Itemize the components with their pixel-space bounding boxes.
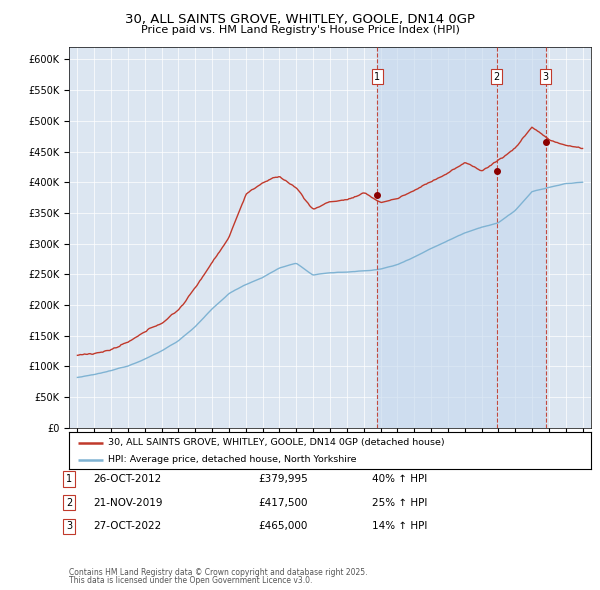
Text: 40% ↑ HPI: 40% ↑ HPI [372,474,427,484]
Text: Contains HM Land Registry data © Crown copyright and database right 2025.: Contains HM Land Registry data © Crown c… [69,568,367,577]
Bar [377,47,546,428]
Text: 26-OCT-2012: 26-OCT-2012 [93,474,161,484]
Text: 14% ↑ HPI: 14% ↑ HPI [372,522,427,531]
Text: £465,000: £465,000 [258,522,307,531]
Text: 3: 3 [543,71,549,81]
Text: 3: 3 [66,522,72,531]
Text: 30, ALL SAINTS GROVE, WHITLEY, GOOLE, DN14 0GP (detached house): 30, ALL SAINTS GROVE, WHITLEY, GOOLE, DN… [108,438,445,447]
Text: Price paid vs. HM Land Registry's House Price Index (HPI): Price paid vs. HM Land Registry's House … [140,25,460,35]
Text: This data is licensed under the Open Government Licence v3.0.: This data is licensed under the Open Gov… [69,576,313,585]
Text: 27-OCT-2022: 27-OCT-2022 [93,522,161,531]
Text: 30, ALL SAINTS GROVE, WHITLEY, GOOLE, DN14 0GP: 30, ALL SAINTS GROVE, WHITLEY, GOOLE, DN… [125,13,475,26]
Text: 2: 2 [66,498,72,507]
Text: 2: 2 [493,71,500,81]
Text: 1: 1 [66,474,72,484]
Text: HPI: Average price, detached house, North Yorkshire: HPI: Average price, detached house, Nort… [108,455,356,464]
Text: 21-NOV-2019: 21-NOV-2019 [93,498,163,507]
Text: 1: 1 [374,71,380,81]
Text: £417,500: £417,500 [258,498,308,507]
Text: £379,995: £379,995 [258,474,308,484]
Text: 25% ↑ HPI: 25% ↑ HPI [372,498,427,507]
